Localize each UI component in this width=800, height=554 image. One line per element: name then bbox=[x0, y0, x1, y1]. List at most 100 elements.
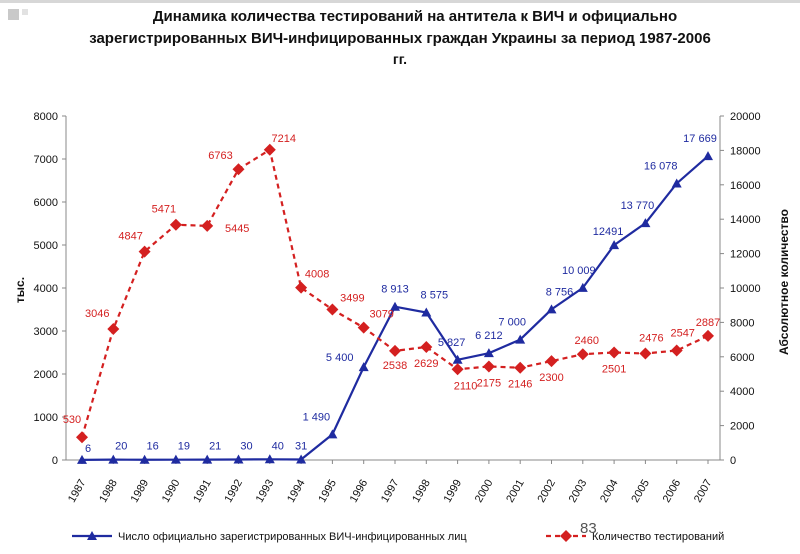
top-rule bbox=[0, 0, 800, 3]
chart-data-labels: 6 20 16 19 21 30 40 31 1 490 5 400 8 913 8 575 5 827… bbox=[63, 133, 720, 455]
blue-series-point bbox=[77, 454, 87, 464]
red-data-label: 3079 bbox=[369, 309, 393, 321]
blue-data-label: 10 009 bbox=[562, 265, 596, 277]
red-series-point bbox=[232, 163, 245, 176]
red-series-point bbox=[639, 347, 652, 360]
red-series-point bbox=[138, 245, 151, 258]
blue-series-point bbox=[358, 362, 369, 372]
red-series-point bbox=[107, 323, 120, 336]
red-data-label: 2460 bbox=[575, 335, 599, 347]
right-axis-title: Абсолютное количество bbox=[777, 209, 791, 355]
right-tick-label: 8000 bbox=[730, 317, 754, 329]
red-data-label: 5445 bbox=[225, 223, 249, 235]
red-series-point bbox=[201, 219, 214, 232]
red-series-point bbox=[482, 360, 495, 373]
blue-data-label: 12491 bbox=[593, 226, 624, 238]
chart-series bbox=[76, 143, 714, 464]
red-series-point bbox=[608, 346, 621, 359]
blue-data-label: 1 490 bbox=[303, 411, 331, 423]
blue-series-point bbox=[421, 307, 432, 317]
red-data-label: 7214 bbox=[272, 133, 296, 145]
right-tick-label: 12000 bbox=[730, 249, 761, 261]
left-tick-label: 8000 bbox=[34, 111, 58, 123]
red-data-label: 2110 bbox=[454, 380, 478, 392]
x-tick-label: 1993 bbox=[254, 478, 277, 505]
red-series-point bbox=[451, 363, 464, 376]
red-data-label: 2300 bbox=[539, 372, 563, 384]
legend-blue-label: Число официально зарегистрированных ВИЧ-… bbox=[118, 531, 467, 543]
red-data-label: 6763 bbox=[208, 150, 232, 162]
red-data-label: 2629 bbox=[414, 358, 438, 370]
left-tick-label: 5000 bbox=[34, 240, 58, 252]
left-tick-label: 4000 bbox=[34, 283, 58, 295]
red-data-label: 4008 bbox=[305, 269, 329, 281]
left-tick-label: 6000 bbox=[34, 197, 58, 209]
red-series-point bbox=[514, 361, 527, 374]
red-series-point bbox=[545, 355, 558, 368]
blue-series-point bbox=[264, 454, 275, 464]
x-tick-label: 1995 bbox=[316, 478, 339, 505]
red-data-label: 2538 bbox=[383, 360, 407, 372]
title-line-1: Динамика количества тестирований на анти… bbox=[152, 8, 678, 25]
x-tick-label: 2000 bbox=[473, 478, 496, 505]
red-series-point bbox=[576, 348, 589, 361]
title-line-3: гг. bbox=[392, 51, 408, 67]
x-tick-label: 1991 bbox=[191, 478, 214, 505]
right-tick-label: 0 bbox=[730, 455, 736, 467]
right-tick-label: 2000 bbox=[730, 421, 754, 433]
red-data-label: 3046 bbox=[85, 308, 109, 320]
right-tick-label: 16000 bbox=[730, 180, 761, 192]
x-tick-label: 2005 bbox=[629, 478, 652, 505]
red-data-label: 2547 bbox=[670, 327, 694, 339]
blue-series-point bbox=[515, 334, 526, 344]
blue-data-label: 31 bbox=[295, 440, 307, 452]
blue-data-label: 8 575 bbox=[421, 290, 449, 302]
red-data-label: 5471 bbox=[152, 204, 176, 216]
blue-series-point bbox=[577, 282, 588, 292]
blue-series-point bbox=[609, 240, 620, 250]
slide-title: Динамика количества тестирований на анти… bbox=[0, 6, 800, 68]
x-tick-label: 1996 bbox=[348, 478, 371, 505]
blue-data-label: 7 000 bbox=[498, 317, 526, 329]
red-data-label: 2887 bbox=[696, 317, 720, 329]
red-series-point bbox=[357, 321, 370, 334]
blue-series-point bbox=[233, 454, 244, 464]
right-tick-label: 10000 bbox=[730, 283, 761, 295]
x-tick-label: 1998 bbox=[410, 478, 433, 505]
red-data-label: 2476 bbox=[639, 333, 663, 345]
title-line-2: зарегистрированных ВИЧ-инфицированных гр… bbox=[89, 30, 711, 47]
x-tick-label: 1999 bbox=[442, 478, 465, 505]
left-axis-title: тыс. bbox=[13, 277, 27, 303]
left-tick-label: 7000 bbox=[34, 154, 58, 166]
blue-series-point bbox=[483, 348, 494, 358]
red-series-point bbox=[76, 431, 88, 444]
blue-series-point bbox=[640, 218, 651, 228]
blue-series-point bbox=[327, 429, 338, 439]
left-tick-label: 3000 bbox=[34, 326, 58, 338]
blue-series-point bbox=[390, 301, 400, 311]
slide-decoration-small bbox=[22, 9, 28, 15]
red-series-point bbox=[420, 340, 433, 353]
blue-data-label: 8 756 bbox=[546, 286, 574, 298]
right-tick-label: 20000 bbox=[730, 111, 761, 123]
legend-blue-marker bbox=[87, 531, 97, 540]
blue-data-label: 6 bbox=[85, 443, 91, 455]
red-series-point bbox=[326, 303, 339, 316]
blue-series-point bbox=[671, 178, 682, 188]
blue-data-label: 16 bbox=[146, 441, 158, 453]
red-series-point bbox=[263, 143, 276, 156]
blue-data-label: 6 212 bbox=[475, 330, 503, 342]
red-series-point bbox=[670, 344, 683, 357]
x-tick-label: 2001 bbox=[504, 478, 527, 505]
left-tick-label: 2000 bbox=[34, 369, 58, 381]
blue-series-point bbox=[296, 454, 307, 464]
blue-series-point bbox=[452, 354, 463, 364]
left-tick-label: 0 bbox=[52, 455, 58, 467]
red-data-label: 2175 bbox=[477, 377, 501, 389]
blue-data-label: 30 bbox=[240, 440, 252, 452]
red-series-point bbox=[169, 218, 182, 231]
red-data-label: 2501 bbox=[602, 363, 626, 375]
x-tick-label: 2006 bbox=[661, 478, 684, 505]
red-series-point bbox=[702, 329, 714, 342]
